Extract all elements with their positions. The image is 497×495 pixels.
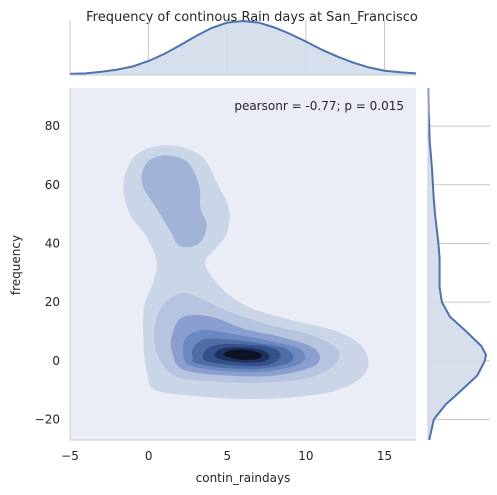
x-marginal-fill [70,21,416,75]
marginal-x-density [69,19,417,76]
y-tick-label: −20 [35,412,60,426]
y-tick-label: 20 [45,295,60,309]
x-tick-label: −5 [61,449,79,463]
x-tick-label: 15 [377,449,392,463]
y-tick-label: 60 [45,178,60,192]
kde-level-3 [141,155,207,248]
kde-contours [123,145,369,400]
y-marginal-curve [427,87,488,441]
pearsonr-annotation: pearsonr = -0.77; p = 0.015 [234,99,404,113]
x-marginal-curve [69,19,417,75]
marginal-y-density [427,87,490,441]
y-tick-label: 80 [45,119,60,133]
x-axis-ticks: −5 0 5 10 15 [61,449,392,463]
y-tick-label: 40 [45,236,60,250]
joint-kde-panel: −5 0 5 10 15 −20 0 20 40 60 80 [35,88,416,463]
x-tick-label: 5 [223,449,231,463]
y-tick-label: 0 [52,354,60,368]
chart-title: Frequency of continous Rain days at San_… [86,10,418,25]
x-tick-label: 0 [145,449,153,463]
kde-level-9 [223,349,263,360]
y-axis-label: frequency [9,235,23,295]
y-axis-ticks: −20 0 20 40 60 80 [35,119,60,426]
x-tick-label: 10 [298,449,313,463]
y-marginal-fill [428,88,486,440]
x-axis-label: contin_raindays [196,471,291,485]
